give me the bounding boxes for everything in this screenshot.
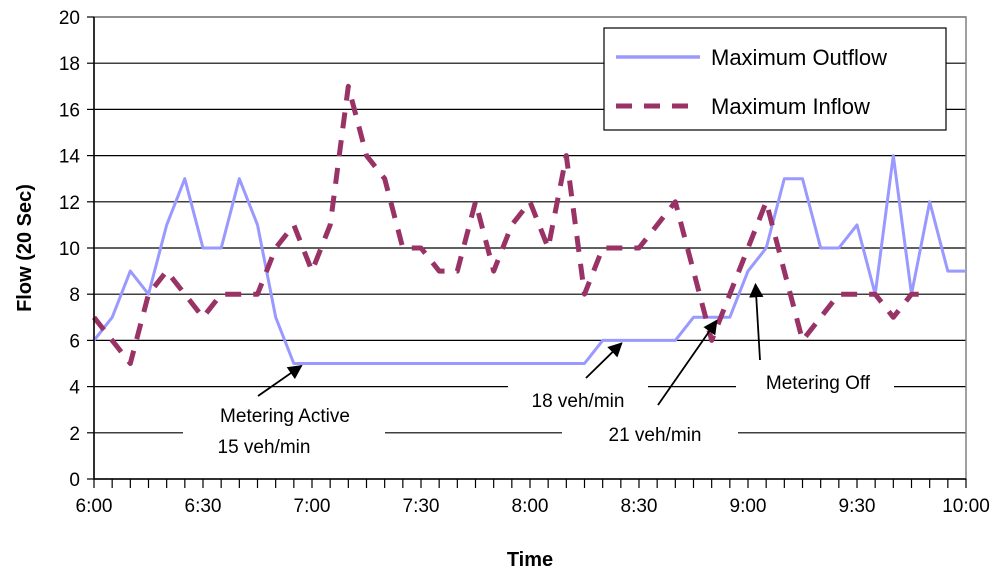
y-tick-label: 6 — [69, 331, 80, 352]
annotation-label-box — [183, 396, 385, 466]
series-line-inflow — [92, 83, 930, 366]
x-tick-label: 9:30 — [839, 496, 876, 517]
y-tick-label: 16 — [59, 100, 80, 121]
y-tick-label: 10 — [59, 239, 80, 260]
annotation-label-box — [508, 379, 648, 415]
legend-label-outflow: Maximum Outflow — [711, 45, 887, 70]
annotation-label-box — [736, 362, 894, 398]
annotation-text: Metering Active — [220, 406, 350, 427]
y-tick-label: 12 — [59, 193, 80, 214]
x-tick-label: 7:30 — [403, 496, 440, 517]
y-tick-label: 4 — [69, 378, 80, 399]
x-tick-label: 7:00 — [294, 496, 331, 517]
y-tick-label: 2 — [69, 424, 80, 445]
annotation-text: 18 veh/min — [532, 391, 625, 412]
annotation-arrow — [657, 319, 718, 406]
y-tick-label: 8 — [69, 285, 80, 306]
annotation-text: 21 veh/min — [609, 425, 702, 446]
x-tick-label: 6:30 — [185, 496, 222, 517]
annotation-arrow — [585, 342, 623, 379]
x-tick-label: 10:00 — [942, 496, 990, 517]
series-lines — [92, 83, 966, 366]
legend: Maximum Outflow Maximum Inflow — [603, 27, 947, 131]
annotation-text: Metering Off — [766, 373, 871, 394]
y-tick-label: 20 — [59, 8, 80, 29]
annotations: Metering Active 15 veh/min 18 veh/min 21 ve… — [183, 282, 894, 466]
y-tick-label: 0 — [69, 470, 80, 491]
y-tick-label: 18 — [59, 54, 80, 75]
legend-label-inflow: Maximum Inflow — [711, 94, 870, 119]
annotation-text: 15 veh/min — [218, 437, 311, 458]
x-tick-label: 6:00 — [76, 496, 113, 517]
x-tick-label: 9:00 — [730, 496, 767, 517]
annotation-label-box — [562, 414, 738, 450]
y-axis-title: Flow (20 Sec) — [14, 184, 36, 312]
annotation-arrow — [749, 282, 764, 361]
y-tick-label: 14 — [59, 147, 81, 168]
axes: 0 2 4 6 8 10 12 14 16 18 20 6:00 6:30 7:00 7:30 8:00 8:3… — [59, 8, 990, 517]
x-axis-title: Time — [507, 549, 553, 571]
series-line-outflow — [92, 154, 966, 365]
x-tick-label: 8:00 — [512, 496, 549, 517]
legend-box — [603, 27, 947, 131]
x-tick-label: 8:30 — [621, 496, 658, 517]
annotation-arrow — [257, 364, 303, 397]
